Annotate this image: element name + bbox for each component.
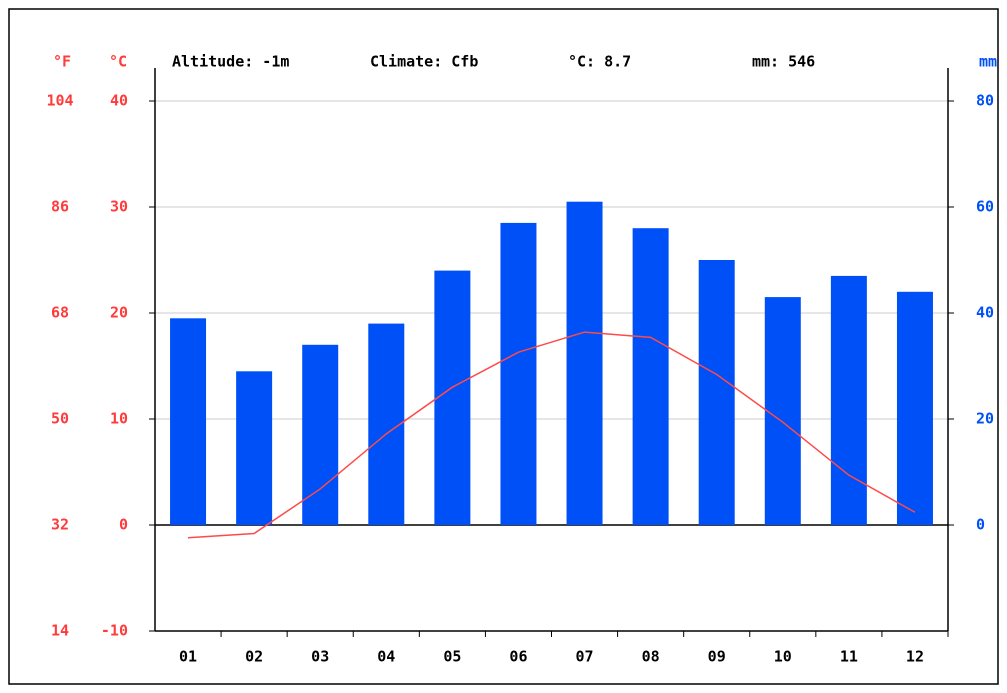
x-tick-label: 03 bbox=[311, 648, 329, 666]
y-tick-label: 0 bbox=[119, 516, 128, 534]
f-tick-label: 32 bbox=[51, 516, 69, 534]
bar bbox=[500, 222, 537, 525]
x-tick-label: 04 bbox=[377, 648, 395, 666]
annotation: °C: 8.7 bbox=[568, 53, 631, 71]
mm-unit: mm bbox=[979, 53, 997, 71]
bar bbox=[302, 344, 339, 525]
x-tick-label: 10 bbox=[774, 648, 792, 666]
annotation: mm: 546 bbox=[752, 53, 815, 71]
x-tick-label: 01 bbox=[179, 648, 197, 666]
x-tick-label: 06 bbox=[509, 648, 527, 666]
y-tick-label: 20 bbox=[110, 304, 128, 322]
bar bbox=[368, 323, 405, 525]
x-tick-label: 09 bbox=[708, 648, 726, 666]
bar bbox=[236, 371, 273, 525]
bar bbox=[830, 275, 867, 525]
f-unit: °F bbox=[53, 53, 71, 71]
y-tick-label: -10 bbox=[101, 622, 128, 640]
bar bbox=[170, 318, 207, 525]
x-tick-label: 05 bbox=[443, 648, 461, 666]
y2-tick-label: 0 bbox=[976, 516, 985, 534]
x-tick-label: 07 bbox=[576, 648, 594, 666]
c-unit: °C bbox=[109, 53, 127, 71]
y2-tick-label: 80 bbox=[976, 92, 994, 110]
bar bbox=[896, 291, 933, 525]
bar bbox=[764, 297, 801, 525]
f-tick-label: 50 bbox=[51, 410, 69, 428]
bar bbox=[566, 201, 603, 525]
bar bbox=[434, 270, 471, 525]
bar bbox=[632, 228, 669, 525]
x-tick-label: 11 bbox=[840, 648, 858, 666]
y-tick-label: 40 bbox=[110, 92, 128, 110]
x-tick-label: 12 bbox=[906, 648, 924, 666]
y2-tick-label: 60 bbox=[976, 198, 994, 216]
annotation: Altitude: -1m bbox=[172, 53, 289, 71]
y2-tick-label: 40 bbox=[976, 304, 994, 322]
annotation: Climate: Cfb bbox=[370, 53, 478, 71]
x-tick-label: 08 bbox=[642, 648, 660, 666]
y-tick-label: 30 bbox=[110, 198, 128, 216]
f-tick-label: 104 bbox=[46, 92, 73, 110]
y2-tick-label: 20 bbox=[976, 410, 994, 428]
x-tick-label: 02 bbox=[245, 648, 263, 666]
temperature-line bbox=[187, 331, 916, 539]
y-tick-label: 10 bbox=[110, 410, 128, 428]
f-tick-label: 86 bbox=[51, 198, 69, 216]
bar bbox=[698, 260, 735, 525]
f-tick-label: 68 bbox=[51, 304, 69, 322]
f-tick-label: 14 bbox=[51, 622, 69, 640]
